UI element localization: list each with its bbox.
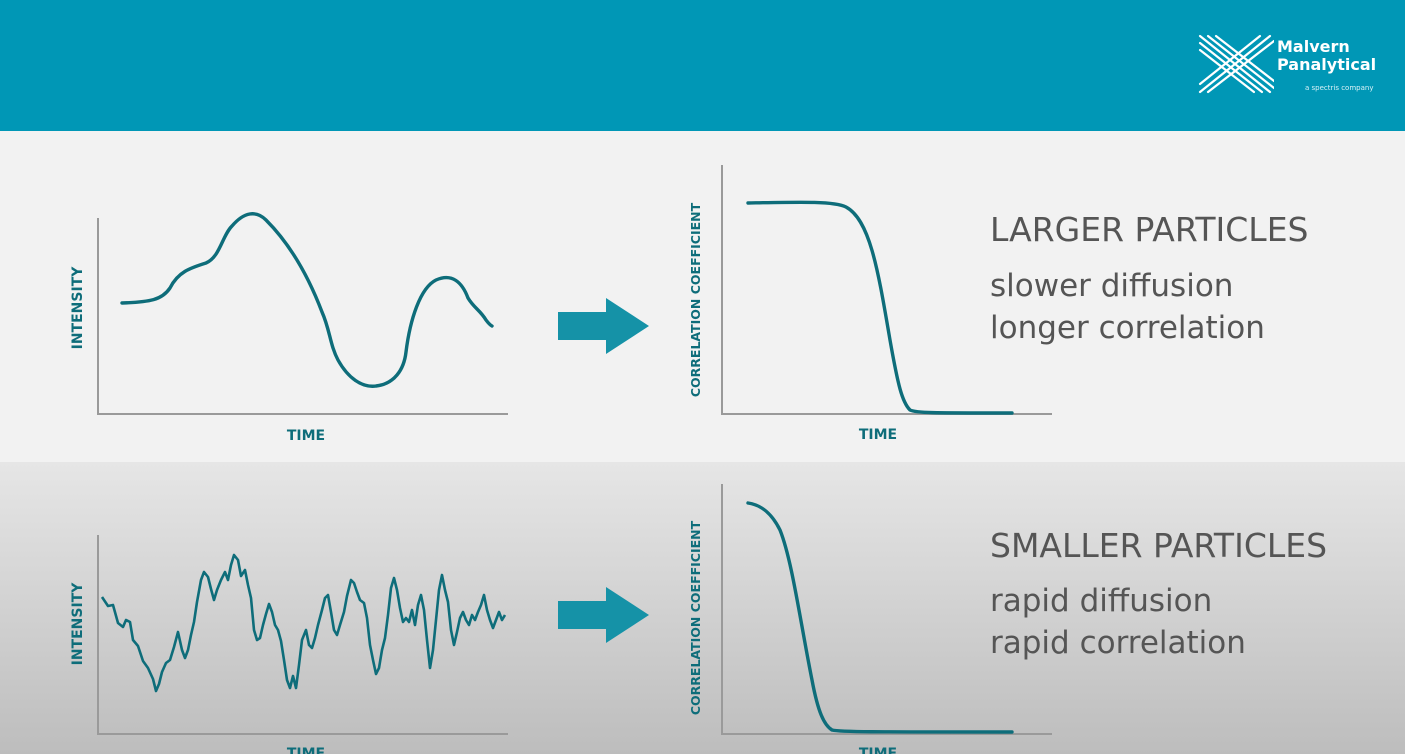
- header-bar: [0, 0, 1405, 131]
- company-logo: Malvern Panalytical a spectris company: [1198, 34, 1388, 96]
- bottom-correlation-curve: [746, 501, 1014, 734]
- bottom-intensity-time-label: TIME: [287, 746, 325, 754]
- top-intensity-axis-label: INTENSITY: [70, 266, 86, 350]
- top-correlation-time-label: TIME: [859, 427, 897, 443]
- top-intensity-axes: [97, 218, 508, 415]
- bottom-correlation-axis-label: CORRELATION COEFFICIENT: [688, 520, 703, 715]
- smaller-particles-line2: rapid correlation: [990, 625, 1246, 661]
- logo-mark-icon: [1198, 34, 1274, 94]
- larger-particles-line2: longer correlation: [990, 310, 1265, 346]
- larger-particles-line1: slower diffusion: [990, 268, 1234, 304]
- larger-particles-heading: LARGER PARTICLES: [990, 210, 1309, 249]
- smaller-particles-line1: rapid diffusion: [990, 583, 1213, 619]
- brand-name-line2: Panalytical: [1277, 55, 1377, 74]
- brand-tagline: a spectris company: [1305, 84, 1374, 92]
- smaller-particles-panel: [0, 462, 1405, 754]
- bottom-correlation-axes: [721, 484, 1052, 735]
- top-correlation-curve: [746, 200, 1014, 415]
- bottom-intensity-axes: [97, 535, 508, 735]
- bottom-intensity-axis-label: INTENSITY: [70, 582, 86, 666]
- larger-particles-panel: [0, 131, 1405, 462]
- bottom-arrow-icon: [558, 587, 649, 643]
- bottom-intensity-curve: [100, 553, 507, 693]
- top-arrow-icon: [558, 298, 649, 354]
- top-intensity-curve: [120, 212, 494, 388]
- brand-name-line1: Malvern: [1277, 37, 1350, 56]
- top-intensity-time-label: TIME: [287, 428, 325, 444]
- top-correlation-axis-label: CORRELATION COEFFICIENT: [688, 202, 703, 397]
- bottom-correlation-time-label: TIME: [859, 746, 897, 754]
- smaller-particles-heading: SMALLER PARTICLES: [990, 526, 1328, 565]
